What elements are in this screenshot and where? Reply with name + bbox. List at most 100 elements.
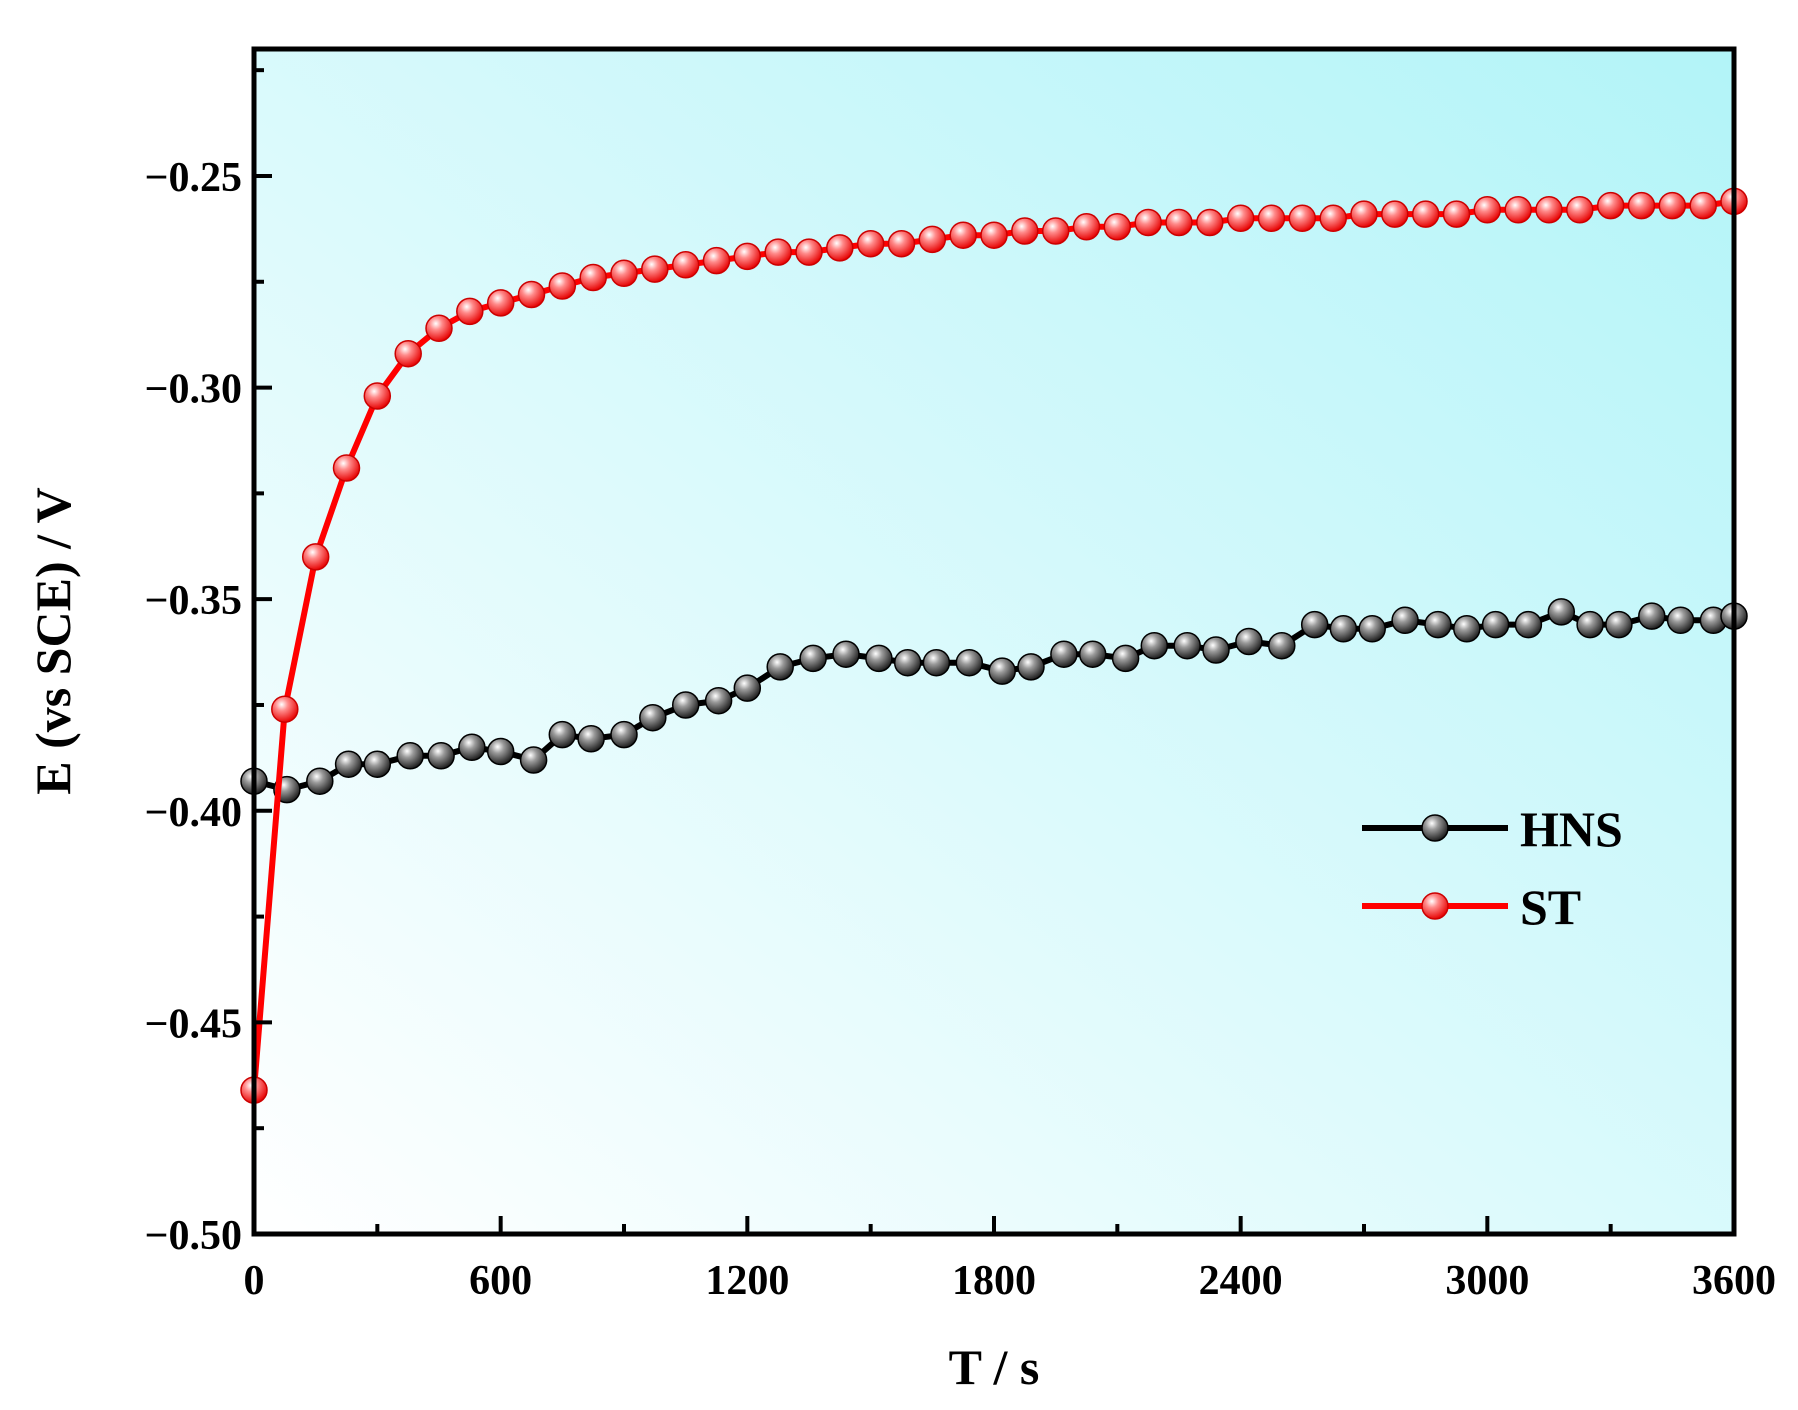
data-point-hns xyxy=(733,674,762,702)
y-tick-label-0: −0.50 xyxy=(145,1213,242,1259)
data-point-hns xyxy=(610,720,638,749)
data-point-hns xyxy=(577,725,605,753)
data-point-hns xyxy=(1300,610,1329,639)
ticks-layer: 0 600 1200 1800 2400 3000 3600 −0.50 −0.45 −0.40 −… xyxy=(145,68,1776,1304)
data-point-st xyxy=(1689,191,1717,220)
data-point-st xyxy=(1011,217,1039,245)
legend-label-st: ST xyxy=(1520,879,1581,935)
data-point-st xyxy=(733,242,762,271)
data-point-hns xyxy=(1140,631,1169,660)
x-axis-title: T / s xyxy=(949,1339,1040,1395)
data-point-hns xyxy=(1481,610,1510,639)
data-point-st xyxy=(332,454,361,482)
data-point-st xyxy=(1658,191,1687,220)
data-point-hns xyxy=(1576,610,1604,639)
data-point-hns xyxy=(922,648,951,677)
data-point-st xyxy=(1103,213,1132,241)
data-point-hns xyxy=(1050,640,1078,668)
data-point-st xyxy=(610,259,638,288)
data-point-hns xyxy=(1391,606,1419,635)
data-point-st xyxy=(949,221,977,249)
data-point-st xyxy=(301,543,330,571)
data-point-hns xyxy=(1547,598,1576,626)
data-point-hns xyxy=(306,767,334,795)
data-point-st xyxy=(671,251,700,279)
legend-item-st: ST xyxy=(1362,879,1581,935)
series-st xyxy=(240,187,1748,1104)
series-layer xyxy=(240,187,1748,1104)
data-point-hns xyxy=(548,720,577,749)
x-tick-label-5: 3000 xyxy=(1445,1258,1529,1304)
data-point-hns xyxy=(427,742,455,770)
data-point-st xyxy=(1627,191,1656,220)
data-point-hns xyxy=(1111,644,1140,673)
x-tick-label-6: 3600 xyxy=(1692,1258,1776,1304)
data-point-st xyxy=(394,339,422,368)
data-point-hns xyxy=(799,644,827,673)
data-point-hns xyxy=(334,750,363,778)
x-tick-label-4: 2400 xyxy=(1199,1258,1283,1304)
data-point-hns xyxy=(486,737,515,766)
data-point-st xyxy=(579,263,607,292)
data-point-hns xyxy=(955,648,984,677)
data-point-hns xyxy=(1078,640,1107,668)
data-point-hns xyxy=(1173,631,1201,660)
y-tick-label-1: −0.45 xyxy=(145,1001,242,1047)
data-point-st xyxy=(702,246,731,275)
data-point-st xyxy=(1257,204,1286,233)
data-point-st xyxy=(856,229,885,258)
data-point-st xyxy=(1041,217,1070,245)
data-point-st xyxy=(918,225,947,254)
data-point-st xyxy=(1442,200,1471,228)
data-point-hns xyxy=(832,640,860,668)
data-point-hns xyxy=(519,746,548,774)
data-point-hns xyxy=(1666,606,1695,635)
data-point-st xyxy=(1411,200,1440,228)
data-point-st xyxy=(363,382,392,410)
data-point-st xyxy=(1381,200,1409,228)
data-point-hns xyxy=(1424,610,1452,639)
legend-marker-st xyxy=(1421,892,1449,920)
x-tick-label-1: 600 xyxy=(469,1258,532,1304)
y-axis-title: E (vs SCE) / V xyxy=(25,487,81,794)
data-point-hns xyxy=(1638,602,1666,630)
data-point-hns xyxy=(363,750,392,778)
x-tick-label-2: 1200 xyxy=(705,1258,789,1304)
series-hns xyxy=(240,598,1748,804)
data-point-st xyxy=(1134,208,1162,237)
data-point-st xyxy=(1226,204,1255,233)
data-point-st xyxy=(548,272,577,300)
x-tick-label-0: 0 xyxy=(244,1258,265,1304)
data-point-hns xyxy=(1358,615,1386,643)
data-point-hns xyxy=(893,648,922,677)
data-point-hns xyxy=(988,657,1016,685)
data-point-st xyxy=(764,238,792,266)
data-point-st xyxy=(486,289,515,317)
data-point-hns xyxy=(1605,610,1633,639)
data-point-st xyxy=(1473,196,1502,224)
data-point-hns xyxy=(766,653,794,681)
data-point-st xyxy=(271,695,299,723)
y-tick-label-4: −0.30 xyxy=(145,367,242,413)
data-point-hns xyxy=(865,644,893,673)
data-point-st xyxy=(641,255,669,283)
data-point-st xyxy=(1350,200,1378,228)
data-point-st xyxy=(1596,191,1625,220)
x-tick-label-3: 1800 xyxy=(952,1258,1036,1304)
data-point-st xyxy=(517,280,546,309)
plot-frame xyxy=(251,46,1737,1237)
data-point-st xyxy=(1288,204,1317,233)
data-point-st xyxy=(887,229,916,258)
data-point-hns xyxy=(396,742,424,770)
data-point-st xyxy=(1165,208,1193,237)
data-point-hns xyxy=(639,703,667,732)
data-point-hns xyxy=(1235,627,1263,656)
y-tick-label-5: −0.25 xyxy=(145,155,242,201)
data-point-st xyxy=(1196,208,1224,237)
data-point-st xyxy=(1072,213,1101,241)
data-point-st xyxy=(1319,204,1347,233)
data-point-st xyxy=(425,314,453,343)
legend-marker-hns xyxy=(1421,814,1449,842)
y-tick-label-3: −0.35 xyxy=(145,578,242,624)
